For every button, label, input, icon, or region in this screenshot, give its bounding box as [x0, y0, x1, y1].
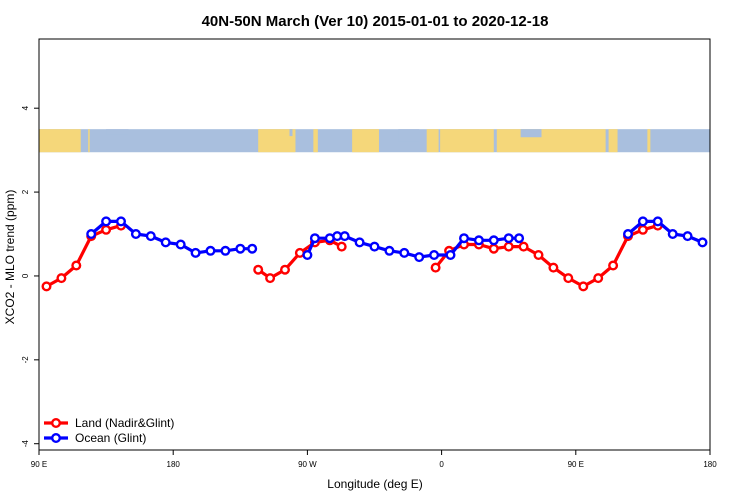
data-point — [253, 264, 264, 275]
data-point — [652, 216, 663, 227]
data-point — [145, 231, 156, 242]
data-point — [336, 241, 347, 252]
data-point — [41, 281, 52, 292]
data-point — [514, 233, 525, 244]
data-point — [473, 235, 484, 246]
legend-marker — [51, 418, 62, 429]
map-land — [88, 129, 90, 153]
data-point — [339, 231, 350, 242]
data-point — [682, 231, 693, 242]
x-tick-label: 180 — [703, 460, 717, 469]
map-land — [352, 129, 379, 153]
map-water-inlet — [398, 129, 420, 142]
data-point — [247, 243, 258, 254]
map-water-inlet — [289, 129, 293, 137]
y-tick-label: 0 — [21, 273, 30, 278]
map-land — [39, 129, 81, 153]
data-point — [101, 224, 112, 235]
x-tick-label: 0 — [439, 460, 444, 469]
data-point — [384, 245, 395, 256]
series-ocean-glint — [86, 216, 708, 263]
data-point — [459, 233, 470, 244]
data-point — [430, 262, 441, 273]
x-tick-label: 90 E — [31, 460, 47, 469]
data-point — [667, 228, 678, 239]
data-point — [56, 273, 67, 284]
map-water-inlet — [520, 129, 542, 138]
data-point — [623, 228, 634, 239]
data-point — [280, 264, 291, 275]
map-land — [608, 129, 618, 153]
legend-label: Land (Nadir&Glint) — [75, 416, 174, 430]
legend-label: Ocean (Glint) — [75, 431, 146, 445]
data-point — [302, 249, 313, 260]
y-tick-label: 4 — [21, 105, 30, 110]
y-tick-label: 2 — [21, 189, 30, 194]
data-point — [533, 249, 544, 260]
data-point — [354, 237, 365, 248]
data-point — [71, 260, 82, 271]
x-tick-label: 90 W — [298, 460, 317, 469]
data-point — [369, 241, 380, 252]
data-point — [190, 247, 201, 258]
data-point — [488, 235, 499, 246]
series-layer — [41, 216, 708, 292]
map-water-inlet — [106, 129, 129, 135]
data-point — [445, 249, 456, 260]
data-point — [548, 262, 559, 273]
y-tick-label: -4 — [21, 440, 30, 448]
series-line — [434, 224, 659, 288]
chart-title: 40N-50N March (Ver 10) 2015-01-01 to 202… — [202, 13, 549, 30]
data-point — [637, 216, 648, 227]
map-land — [647, 129, 651, 153]
plot-frame — [38, 38, 711, 451]
data-point — [130, 228, 141, 239]
map-land — [426, 129, 439, 153]
data-point — [697, 237, 708, 248]
data-point — [637, 224, 648, 235]
legend: Land (Nadir&Glint)Ocean (Glint) — [44, 416, 174, 445]
data-point — [235, 243, 246, 254]
data-point — [518, 241, 529, 252]
x-tick-label: 180 — [167, 460, 181, 469]
map-land — [440, 129, 494, 153]
data-point — [220, 245, 231, 256]
map-land — [258, 129, 296, 153]
data-point — [488, 243, 499, 254]
data-point — [205, 245, 216, 256]
data-point — [175, 239, 186, 250]
y-tick-label: -2 — [21, 356, 30, 364]
data-point — [578, 281, 589, 292]
data-point — [309, 233, 320, 244]
legend-marker — [51, 433, 62, 444]
x-axis: 90 E 180 90 W 0 90 E 180 — [31, 450, 717, 469]
y-axis: -4 -2 0 2 4 — [21, 105, 39, 447]
data-point — [265, 273, 276, 284]
data-point — [160, 237, 171, 248]
data-point — [593, 273, 604, 284]
data-point — [414, 252, 425, 263]
series-line — [257, 238, 343, 280]
map-land — [313, 129, 318, 153]
data-point — [503, 233, 514, 244]
x-axis-label: Longitude (deg E) — [327, 477, 422, 491]
map-land — [496, 129, 606, 153]
world-map-strip — [39, 129, 710, 153]
data-point — [563, 273, 574, 284]
data-point — [503, 241, 514, 252]
y-axis-label: XCO2 - MLO trend (ppm) — [3, 190, 17, 325]
data-point — [399, 247, 410, 258]
data-point — [115, 216, 126, 227]
data-point — [608, 260, 619, 271]
data-point — [429, 249, 440, 260]
data-point — [86, 228, 97, 239]
x-tick-label: 90 E — [568, 460, 584, 469]
data-point — [101, 216, 112, 227]
